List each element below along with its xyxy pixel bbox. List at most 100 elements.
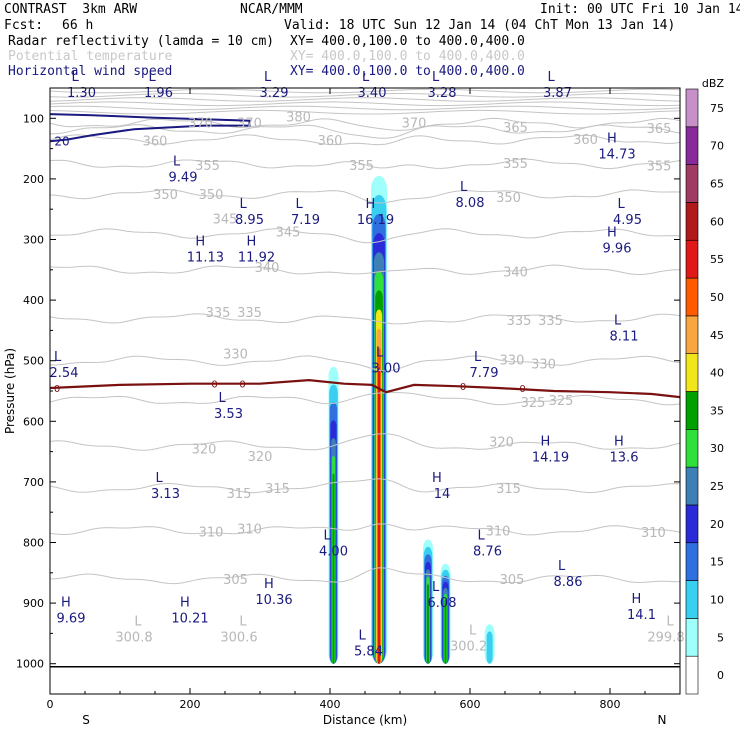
theta-contour-upper <box>50 101 680 107</box>
colorbar-swatch <box>685 239 699 279</box>
colorbar-tick-label: 60 <box>710 215 724 228</box>
wind-extremum-value: 13.6 <box>610 451 639 466</box>
theta-contour-305 <box>50 567 680 585</box>
wind-extremum-letter: L <box>324 529 332 544</box>
reflectivity-layer <box>328 175 495 664</box>
center-title: NCAR/MMM <box>240 2 303 17</box>
theta-label: 330 <box>500 353 525 368</box>
colorbar-swatch <box>685 277 699 317</box>
freezing-level-line <box>50 378 680 399</box>
theta-contour-370 <box>50 117 680 131</box>
theta-contour-320 <box>50 433 680 451</box>
colorbar-tick-label: 30 <box>710 442 724 455</box>
theta-label: 365 <box>647 122 672 137</box>
wind-extremum-value: 8.86 <box>554 575 583 590</box>
wind-extremum-letter: L <box>376 346 384 361</box>
theta-contour-upper <box>50 97 680 102</box>
theta-contour-350 <box>50 188 680 204</box>
reflectivity-band <box>486 631 493 664</box>
theta-contour-360 <box>50 134 680 146</box>
wind-extremum-value: 2.54 <box>50 366 79 381</box>
wind-extremum-letter: H <box>366 197 376 212</box>
x-axis-label: Distance (km) <box>323 713 407 727</box>
colorbar-tick-label: 55 <box>710 253 724 266</box>
colorbar-swatch <box>685 126 699 165</box>
theta-min-letter: L <box>239 614 247 629</box>
wind-isotach-label: 20 <box>54 134 69 148</box>
wind-extremum-value: 7.79 <box>470 366 499 381</box>
wind-extremum-letter: L <box>264 70 272 85</box>
theta-label: 335 <box>507 314 532 329</box>
reflectivity-band <box>377 366 381 664</box>
field-reflectivity: Radar reflectivity (lamda = 10 cm) <box>8 34 275 49</box>
wind-extremum-letter: L <box>362 70 370 85</box>
theta-contour-layer <box>50 88 680 585</box>
theta-label: 360 <box>318 134 343 149</box>
wind-extremum-letter: L <box>558 559 566 574</box>
theta-label: 370 <box>237 117 262 132</box>
wind-extremum-value: 7.19 <box>291 213 320 228</box>
wind-contour-layer: 0 0 0 0 0 20 <box>50 113 680 668</box>
theta-label: 355 <box>503 157 528 172</box>
wind-extremum-value: 8.76 <box>473 545 502 560</box>
wind-extremum-letter: H <box>432 471 442 486</box>
x-tick-label: 800 <box>600 698 621 711</box>
fcst-value: 66 h <box>62 18 94 33</box>
wind-extremum-letter: L <box>173 155 181 170</box>
x-tick-label: 400 <box>320 698 341 711</box>
theta-label: 310 <box>237 523 262 538</box>
theta-label: 335 <box>206 306 231 321</box>
theta-label: 315 <box>496 482 521 497</box>
wind-extremum-letter: L <box>432 70 440 85</box>
colorbar-tick-label: 5 <box>717 631 724 644</box>
theta-contour-upper <box>50 93 680 98</box>
theta-label: 320 <box>248 450 273 465</box>
wind-extremum-value: 3.40 <box>358 86 387 101</box>
colorbar-swatch <box>685 655 699 695</box>
theta-label: 305 <box>500 573 525 588</box>
wind-extremum-value: 3.00 <box>372 362 401 377</box>
theta-label: 310 <box>199 526 224 541</box>
init-time: Init: 00 UTC Fri 10 Jan 14 <box>540 2 740 17</box>
colorbar-tick-label: 45 <box>710 329 724 342</box>
wind-extremum-letter: L <box>460 180 468 195</box>
colorbar-tick-label: 25 <box>710 480 724 493</box>
colorbar-swatch <box>685 580 699 619</box>
colorbar-tick-label: 40 <box>710 367 724 380</box>
wind-extremum-letter: L <box>156 471 164 486</box>
colorbar-tick-label: 75 <box>710 102 724 115</box>
wind-extremum-letter: L <box>432 580 440 595</box>
colorbar-tick-label: 35 <box>710 404 724 417</box>
wind-isotach-line <box>50 113 251 143</box>
wind-extremum-letter: H <box>607 226 617 241</box>
y-tick-label: 700 <box>23 476 44 489</box>
freezing-level-label: 0 <box>460 382 466 393</box>
wind-extremum-value: 10.36 <box>255 593 292 608</box>
theta-min-value: 300.6 <box>220 630 257 645</box>
wind-extremum-letter: H <box>247 235 257 250</box>
colorbar-swatch <box>685 391 699 430</box>
wind-extremum-value: 5.84 <box>354 645 383 660</box>
freezing-level-label: 0 <box>239 380 245 391</box>
wind-extremum-value: 11.92 <box>238 251 275 266</box>
theta-contour-325 <box>50 392 680 406</box>
theta-contour-355 <box>50 158 680 170</box>
x-tick-label: 600 <box>460 698 481 711</box>
y-tick-label: 300 <box>23 234 44 247</box>
wind-extremum-value: 3.13 <box>151 487 180 502</box>
theta-label: 325 <box>521 396 546 411</box>
y-tick-label: 100 <box>23 112 44 125</box>
wind-extremum-value: 8.08 <box>456 196 485 211</box>
theta-label: 380 <box>286 110 311 125</box>
reflectivity-cell <box>371 175 387 664</box>
freezing-level-label: 0 <box>54 384 60 395</box>
wind-extremum-letter: L <box>72 70 80 85</box>
wind-extremum-value: 14.19 <box>532 451 569 466</box>
theta-min-letter: L <box>134 614 142 629</box>
contour-label-layer: 370 370 380 370 365 365 360 360 360 355 355 355 355 3… <box>50 70 685 660</box>
wind-extremum-value: 9.96 <box>603 242 632 257</box>
wind-extremum-value: 1.30 <box>67 86 96 101</box>
reflectivity-cell <box>484 624 495 664</box>
